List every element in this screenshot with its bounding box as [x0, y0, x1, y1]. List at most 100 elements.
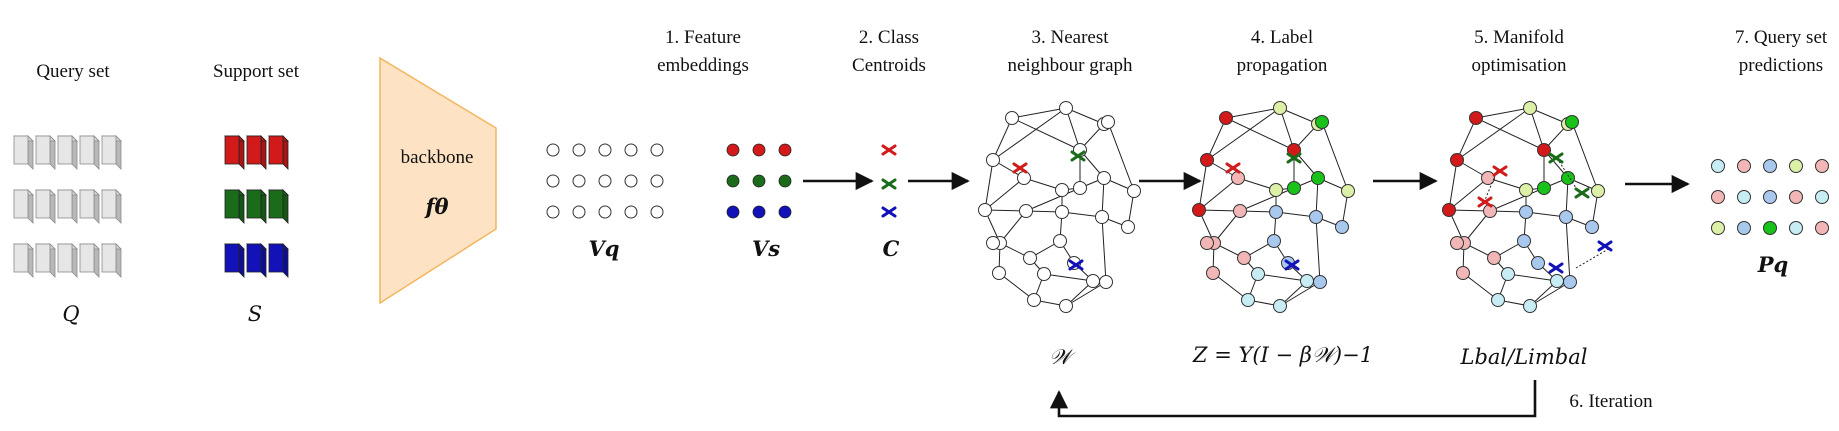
- support-image-card: [246, 243, 267, 278]
- graph-node: [1269, 183, 1283, 197]
- graph-node: [1517, 234, 1531, 248]
- graph-edge: [1011, 107, 1067, 119]
- graph-edge: [1107, 121, 1135, 192]
- class-centroids: [881, 144, 897, 218]
- support-embedding-dot: [778, 205, 792, 219]
- graph-node: [1563, 275, 1577, 289]
- prediction-dot: [1815, 190, 1829, 204]
- support-embedding-dot: [778, 174, 792, 188]
- graph-edge: [1065, 107, 1081, 151]
- graph-node: [1053, 234, 1067, 248]
- green-centroid-cross-icon: [881, 178, 897, 190]
- graph-node: [1019, 204, 1033, 218]
- graph-node: [1585, 220, 1599, 234]
- query-embedding-dot: [572, 174, 586, 188]
- graph-node: [1501, 267, 1515, 281]
- graph-node: [1055, 205, 1069, 219]
- graph-node: [1341, 184, 1355, 198]
- w-symbol: 𝒲: [1049, 345, 1076, 369]
- prediction-dot: [1763, 159, 1777, 173]
- support-image-card: [268, 135, 289, 170]
- graph-edge: [1101, 216, 1107, 283]
- loss-formula: Lbal/Limbal: [1460, 345, 1588, 369]
- query-embedding-dot: [546, 205, 560, 219]
- backbone-symbol: fθ: [423, 194, 448, 219]
- prediction-dot: [1789, 221, 1803, 235]
- blue-centroid-cross-icon: [1068, 259, 1084, 271]
- prediction-dot: [1711, 159, 1725, 173]
- graph-edge: [1321, 121, 1349, 192]
- graph-edge: [1507, 273, 1558, 282]
- query-embedding-dot: [598, 174, 612, 188]
- support-embedding-dot: [752, 174, 766, 188]
- graph-node: [1537, 181, 1551, 195]
- graph-node: [1206, 266, 1220, 280]
- graph-node: [1537, 143, 1551, 157]
- green-centroid-cross-icon: [1070, 150, 1086, 162]
- graph-node: [986, 236, 1000, 250]
- red-centroid-cross-icon: [1477, 196, 1493, 208]
- graph-node: [1450, 236, 1464, 250]
- step2-title-line1: 2. Class: [859, 27, 919, 48]
- query-image-card: [101, 135, 122, 170]
- backbone-label: backbone: [401, 147, 474, 168]
- graph-node: [1273, 299, 1287, 313]
- support-embedding-dot: [752, 205, 766, 219]
- red-centroid-cross-icon: [881, 144, 897, 156]
- query-embedding-dot: [650, 143, 664, 157]
- graph-node: [1523, 299, 1537, 313]
- dotted-link: [1556, 157, 1579, 192]
- graph-edge: [1448, 177, 1489, 211]
- graph-edge: [1571, 121, 1599, 192]
- support-image-card: [246, 135, 267, 170]
- graph-node: [1481, 171, 1495, 185]
- graph-node: [1315, 115, 1329, 129]
- support-image-card: [268, 243, 289, 278]
- support-embedding-dot: [726, 205, 740, 219]
- graph-edge: [1206, 107, 1281, 161]
- graph-node: [1241, 293, 1255, 307]
- graph-edge: [1043, 273, 1094, 282]
- graph-node: [1192, 203, 1206, 217]
- graph-node: [1023, 251, 1037, 265]
- blue-centroid-cross-icon: [1284, 259, 1300, 271]
- query-embedding-dot: [572, 205, 586, 219]
- graph-node: [1267, 234, 1281, 248]
- graph-node: [1200, 236, 1214, 250]
- query-embedding-dot: [598, 205, 612, 219]
- support-image-card: [224, 135, 245, 170]
- query-image-card: [79, 189, 100, 224]
- support-image-card: [224, 189, 245, 224]
- prediction-dot: [1763, 190, 1777, 204]
- query-embedding-dot: [624, 143, 638, 157]
- prediction-dot: [1815, 159, 1829, 173]
- graph-node: [1097, 171, 1111, 185]
- support-set-title: Support set: [213, 61, 300, 82]
- c-symbol: C: [883, 236, 900, 261]
- graph-edge: [1239, 187, 1295, 212]
- prediction-dot: [1789, 190, 1803, 204]
- step3-title-line2: neighbour graph: [1007, 55, 1133, 76]
- query-image-card: [101, 243, 122, 278]
- graph-edge: [1456, 117, 1477, 161]
- graph-edge: [1225, 117, 1295, 151]
- graph-node: [1313, 275, 1327, 289]
- query-embedding-dot: [546, 143, 560, 157]
- graph-edge: [1025, 187, 1081, 212]
- query-embeddings: [546, 143, 664, 219]
- graph-edge: [1529, 107, 1545, 151]
- graph-node: [1127, 184, 1141, 198]
- step5-title-line1: 5. Manifold: [1474, 27, 1564, 48]
- graph-node: [1519, 205, 1533, 219]
- support-symbol: S: [248, 302, 262, 326]
- graph-node: [1335, 220, 1349, 234]
- blue-centroid-cross-icon: [1548, 262, 1564, 274]
- graph-node: [1300, 274, 1314, 288]
- graph-edge: [1462, 272, 1499, 301]
- graph-node: [1561, 171, 1575, 185]
- graph-node: [1101, 115, 1115, 129]
- graph-node: [1311, 171, 1325, 185]
- support-embedding-dot: [726, 174, 740, 188]
- label-propagation-graph: [1192, 101, 1355, 313]
- graph-node: [1487, 251, 1501, 265]
